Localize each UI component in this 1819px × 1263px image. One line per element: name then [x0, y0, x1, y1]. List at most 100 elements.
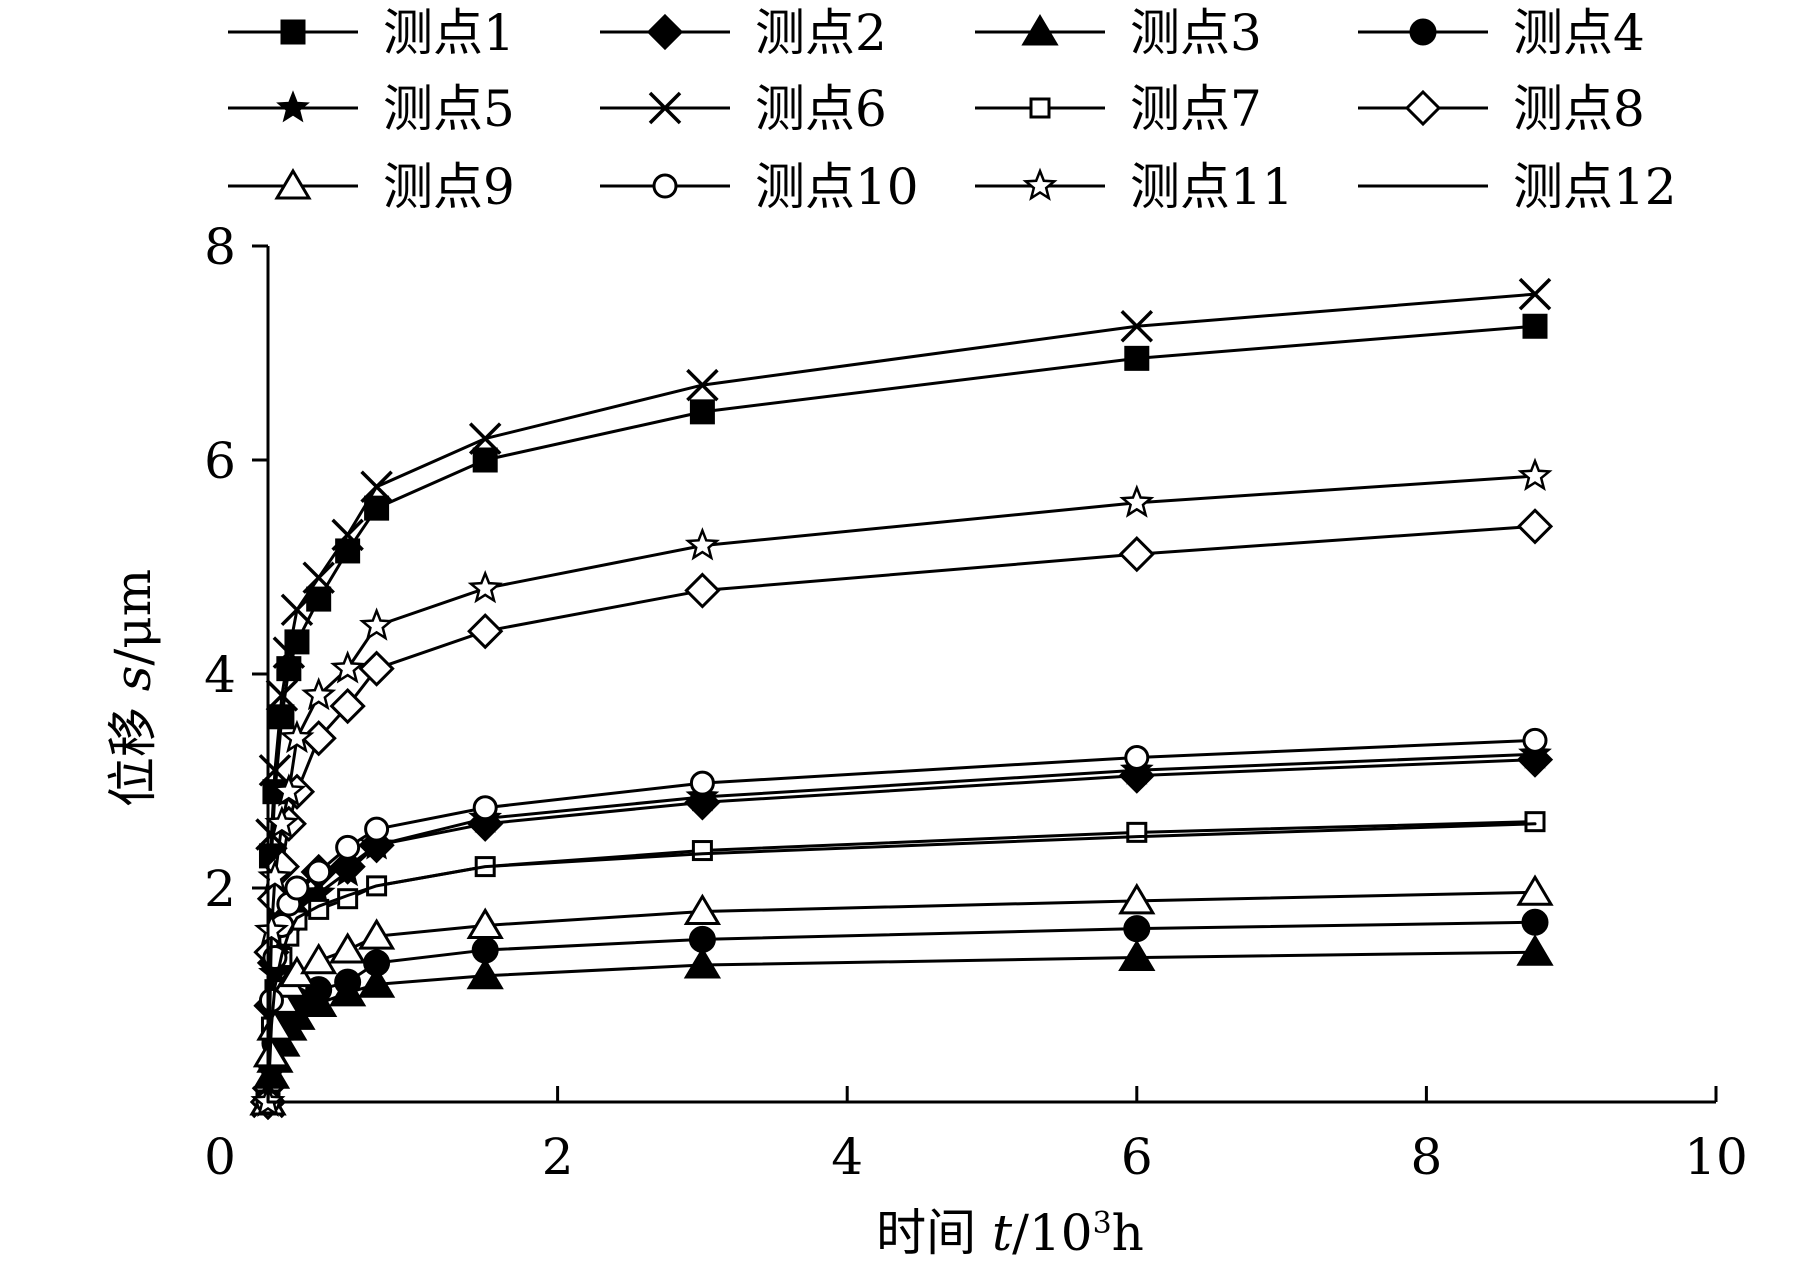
series-line-1	[266, 324, 1537, 1104]
legend-label: 测点11	[1130, 158, 1294, 216]
x-tick-label: 0	[204, 1128, 236, 1186]
x-axis-title-var: t	[992, 1204, 1013, 1262]
legend-label: 测点2	[755, 4, 887, 62]
series-10-point	[472, 795, 498, 821]
series-1-point	[1124, 345, 1150, 371]
y-axis-title-var: s	[104, 666, 162, 692]
axes: 0 2 4 6 8 10 2 4 6 8	[204, 218, 1748, 1186]
series-1	[255, 313, 1548, 1115]
legend-marker	[274, 168, 312, 200]
series-11-point	[257, 858, 293, 893]
series-line-10	[266, 738, 1537, 1104]
series-11-point	[330, 650, 366, 684]
legend-marker	[1021, 14, 1059, 46]
legend-label: 测点3	[1130, 4, 1262, 62]
series-11-point	[359, 607, 395, 641]
series-line-6	[266, 292, 1537, 1104]
legend-item-2: 测点2	[600, 4, 887, 62]
series-10-point	[335, 834, 361, 860]
series-6-point	[258, 754, 292, 787]
series-8-point	[358, 650, 395, 687]
legend-marker	[652, 173, 678, 199]
x-tick-label: 4	[831, 1128, 863, 1186]
series-6	[251, 277, 1552, 1119]
y-tick-label: 2	[204, 860, 236, 918]
series-11-point	[271, 773, 307, 807]
series-10-point	[284, 875, 310, 901]
legend-label: 测点1	[383, 4, 515, 62]
series-6-point	[280, 593, 314, 627]
series-10-point	[306, 859, 332, 885]
y-tick-label: 8	[204, 218, 236, 276]
legend-label: 测点9	[383, 158, 515, 216]
series-1-point	[1522, 313, 1548, 339]
legend: 测点1 测点2 测点3 测点4 测点5 测点6 测点7 测点8 测点9 测点10 测点11 测点12	[228, 4, 1677, 216]
series-11-point	[467, 569, 503, 604]
series-3-point	[357, 966, 396, 998]
series-3-point	[1118, 939, 1156, 972]
series-9-point	[300, 942, 338, 975]
series-2	[249, 741, 1554, 1121]
series-line-3	[266, 950, 1537, 1104]
legend-item-12: 测点12	[1358, 158, 1677, 216]
series-9	[249, 874, 1554, 1116]
x-tick-label: 10	[1684, 1128, 1748, 1186]
series-8-point	[1118, 536, 1155, 573]
series-11-point	[253, 912, 289, 946]
series-11-point	[684, 527, 720, 561]
series-6-point	[1518, 277, 1552, 311]
y-axis-title: 位移 s/μm	[104, 569, 162, 807]
legend-marker	[276, 90, 310, 123]
series-1-point	[472, 447, 498, 473]
legend-item-4: 测点4	[1358, 4, 1645, 62]
series-4-point	[688, 925, 716, 953]
series-3-point	[683, 947, 722, 979]
legend-item-5: 测点5	[228, 80, 515, 138]
x-tick-label: 2	[542, 1128, 574, 1186]
series-6-point	[331, 518, 364, 552]
series-9-point	[329, 932, 367, 964]
series-6-point	[360, 470, 393, 503]
series-11-point	[1517, 457, 1553, 491]
series-line-2	[266, 758, 1537, 1104]
x-axis-title-slash: /10	[1012, 1204, 1092, 1262]
series-8-point	[329, 687, 366, 725]
series-line-4	[266, 920, 1537, 1104]
x-axis-title-unit: h	[1112, 1204, 1144, 1262]
legend-item-6: 测点6	[600, 80, 887, 138]
x-axis-title-sup: 3	[1093, 1206, 1112, 1241]
legend-label: 测点8	[1513, 80, 1645, 138]
series-line-12	[266, 822, 1537, 1104]
legend-item-8: 测点8	[1358, 80, 1645, 138]
y-tick-label: 4	[204, 646, 236, 704]
series-1-point	[364, 495, 390, 521]
x-tick-label: 8	[1410, 1128, 1442, 1186]
legend-label: 测点7	[1130, 80, 1262, 138]
legend-marker	[648, 91, 682, 125]
series-3-point	[466, 957, 504, 990]
series-6-point	[302, 561, 335, 594]
series-10-point	[689, 770, 715, 796]
series-8-point	[467, 613, 504, 650]
series-4-point	[1521, 908, 1549, 936]
plot-area: 0 2 4 6 8 10 2 4 6 8	[204, 218, 1748, 1186]
legend-marker	[646, 13, 684, 51]
series-9-point	[1516, 874, 1554, 906]
y-axis-title-unit: /μm	[104, 569, 162, 666]
series-3-point	[1516, 934, 1554, 966]
series-9-point	[1118, 882, 1156, 915]
series-6-point	[468, 422, 502, 455]
x-tick-label: 6	[1121, 1128, 1153, 1186]
y-tick-label: 6	[204, 432, 236, 490]
series-5	[251, 736, 1552, 1117]
series-6-point	[686, 368, 719, 402]
series-11-point	[264, 805, 300, 839]
legend-item-10: 测点10	[600, 158, 919, 216]
legend-marker	[1409, 18, 1437, 46]
series-4-point	[471, 936, 499, 964]
series-4-point	[334, 968, 362, 996]
series-12	[266, 822, 1537, 1104]
series-9-point	[683, 893, 722, 926]
legend-label: 测点5	[383, 80, 515, 138]
